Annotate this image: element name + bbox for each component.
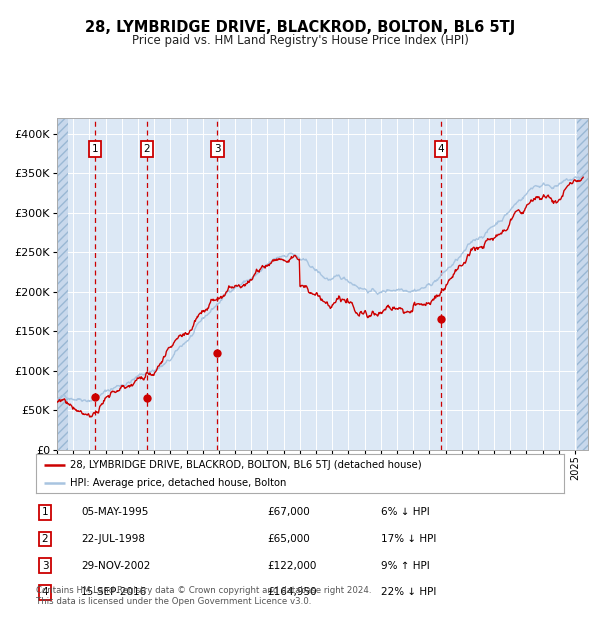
Text: 6% ↓ HPI: 6% ↓ HPI [381, 507, 430, 518]
Text: 22% ↓ HPI: 22% ↓ HPI [381, 587, 436, 598]
Text: 1: 1 [92, 144, 98, 154]
Text: 22-JUL-1998: 22-JUL-1998 [81, 534, 145, 544]
Text: Contains HM Land Registry data © Crown copyright and database right 2024.
This d: Contains HM Land Registry data © Crown c… [36, 585, 371, 606]
Text: 28, LYMBRIDGE DRIVE, BLACKROD, BOLTON, BL6 5TJ (detached house): 28, LYMBRIDGE DRIVE, BLACKROD, BOLTON, B… [70, 460, 422, 470]
Text: £122,000: £122,000 [267, 560, 316, 571]
Text: 4: 4 [41, 587, 49, 598]
Text: £67,000: £67,000 [267, 507, 310, 518]
Text: 17% ↓ HPI: 17% ↓ HPI [381, 534, 436, 544]
Text: 1: 1 [41, 507, 49, 518]
Text: 05-MAY-1995: 05-MAY-1995 [81, 507, 148, 518]
Text: 3: 3 [214, 144, 221, 154]
Text: 15-SEP-2016: 15-SEP-2016 [81, 587, 147, 598]
Text: 2: 2 [143, 144, 150, 154]
Text: HPI: Average price, detached house, Bolton: HPI: Average price, detached house, Bolt… [70, 478, 287, 489]
Text: £164,950: £164,950 [267, 587, 317, 598]
Text: 2: 2 [41, 534, 49, 544]
Text: 28, LYMBRIDGE DRIVE, BLACKROD, BOLTON, BL6 5TJ: 28, LYMBRIDGE DRIVE, BLACKROD, BOLTON, B… [85, 20, 515, 35]
Text: 29-NOV-2002: 29-NOV-2002 [81, 560, 151, 571]
Bar [57, 118, 68, 449]
Text: 3: 3 [41, 560, 49, 571]
Bar [577, 118, 588, 449]
Text: 9% ↑ HPI: 9% ↑ HPI [381, 560, 430, 571]
Text: 4: 4 [437, 144, 444, 154]
Text: £65,000: £65,000 [267, 534, 310, 544]
Text: Price paid vs. HM Land Registry's House Price Index (HPI): Price paid vs. HM Land Registry's House … [131, 34, 469, 47]
